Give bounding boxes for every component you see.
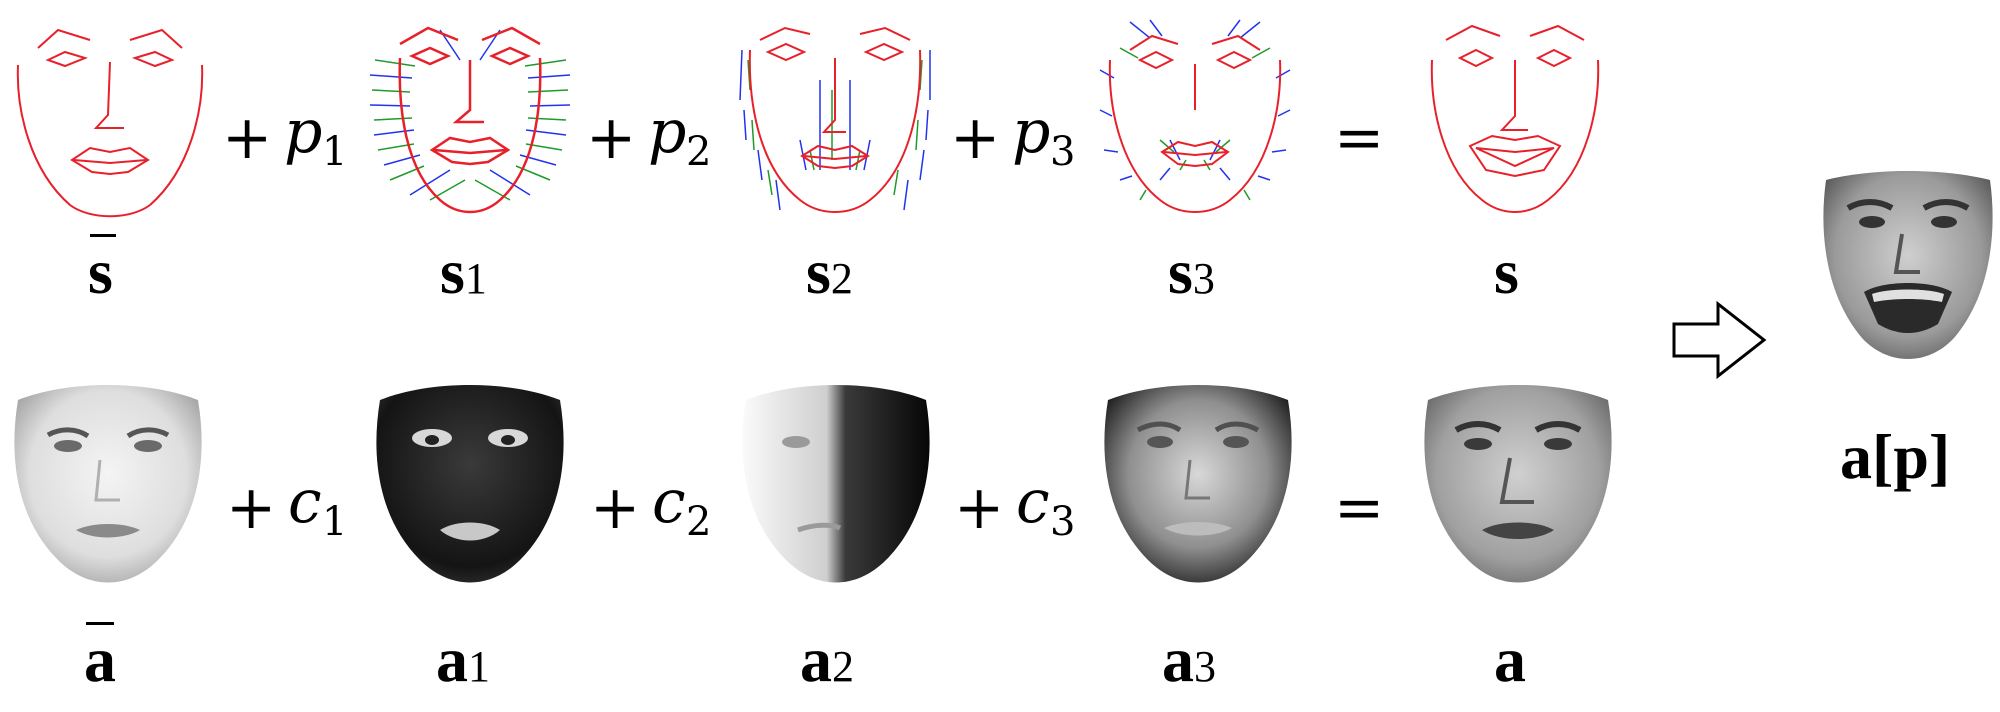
op-c2-var: c — [652, 467, 686, 537]
op-p1-var: p — [284, 97, 323, 167]
appearance-basis-1-label: a1 — [436, 624, 490, 695]
mean-shape-mesh — [16, 28, 204, 218]
appearance-result-label: a — [1494, 624, 1526, 695]
op-plus-c3: + — [954, 473, 1005, 543]
shape-basis-2-mesh — [739, 26, 931, 213]
shape-mean-bar — [90, 234, 116, 237]
op-c3-sub: 3 — [1050, 499, 1076, 545]
result-appearance-face — [1424, 385, 1612, 583]
op-equals-appearance: = — [1334, 473, 1385, 543]
shape-basis-1-mesh — [369, 26, 571, 214]
op-plus-c2: + — [590, 473, 641, 543]
output-label: a[p] — [1840, 421, 1951, 492]
right-arrow-icon — [1672, 300, 1767, 380]
op-p2-var: p — [648, 97, 687, 167]
op-plus-c1: + — [226, 473, 277, 543]
op-plus-p2: + — [586, 103, 637, 173]
warped-output-face — [1823, 171, 1993, 359]
result-shape-mesh — [1430, 24, 1600, 213]
op-c1-sub: 1 — [322, 499, 348, 545]
appearance-mean-label: a — [84, 622, 116, 695]
op-p2-sub: 2 — [686, 129, 712, 175]
op-plus-p3: + — [950, 103, 1001, 173]
shape-basis-2-label: s2 — [806, 236, 853, 307]
appearance-basis-2-face — [742, 385, 930, 583]
shape-result-label: s — [1494, 236, 1519, 307]
op-c1-var: c — [288, 467, 322, 537]
appearance-basis-3-label: a3 — [1162, 624, 1216, 695]
appearance-basis-3-face — [1104, 385, 1292, 583]
op-c2-sub: 2 — [686, 499, 712, 545]
appearance-basis-2-label: a2 — [800, 624, 854, 695]
op-c3-var: c — [1016, 467, 1050, 537]
shape-basis-3-label: s3 — [1168, 236, 1215, 307]
appearance-basis-1-face — [376, 385, 564, 583]
shape-mean-letter: s — [88, 236, 113, 307]
shape-mean-label: s — [88, 234, 116, 304]
op-plus-p1: + — [222, 103, 273, 173]
shape-basis-1-label: s1 — [440, 236, 487, 307]
op-p1-sub: 1 — [322, 129, 348, 175]
op-equals-shape: = — [1334, 103, 1385, 173]
op-p3-sub: 3 — [1050, 129, 1076, 175]
appearance-mean-bar — [86, 622, 114, 625]
shape-basis-3-mesh — [1099, 19, 1291, 213]
mean-appearance-face — [14, 385, 202, 583]
op-p3-var: p — [1012, 97, 1051, 167]
